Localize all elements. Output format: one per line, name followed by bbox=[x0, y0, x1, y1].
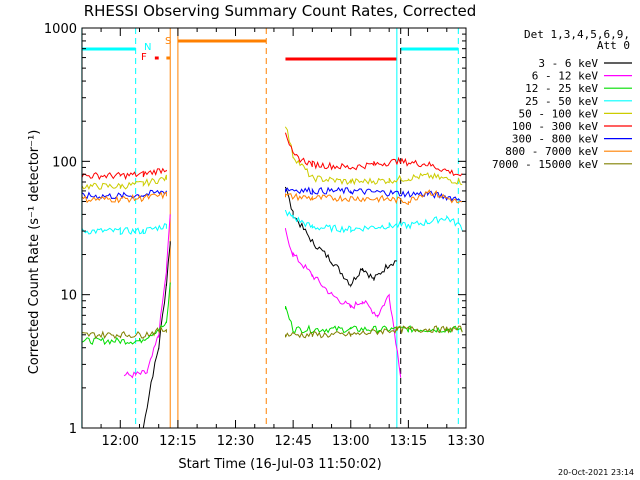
series-line bbox=[81, 210, 463, 235]
x-tick-label: 12:30 bbox=[217, 434, 254, 449]
y-axis-label: Corrected Count Rate (s⁻¹ detector⁻¹) bbox=[27, 130, 42, 375]
series-layer bbox=[81, 126, 463, 429]
state-bars-layer bbox=[81, 39, 459, 61]
series-line bbox=[81, 189, 463, 206]
x-tick-label: 13:30 bbox=[447, 434, 484, 449]
footer-timestamp: 20-Oct-2021 23:14 bbox=[558, 468, 634, 477]
series-line bbox=[142, 186, 397, 429]
chart-title: RHESSI Observing Summary Count Rates, Co… bbox=[84, 2, 477, 20]
x-axis: 12:00 12:15 12:30 12:45 13:00 13:15 13:30 bbox=[100, 28, 485, 449]
legend-label: 3 - 6 keV bbox=[538, 57, 598, 70]
flag-label: S bbox=[165, 36, 171, 47]
legend-header: Att 0 bbox=[597, 39, 630, 52]
legend-label: 800 - 7000 keV bbox=[505, 145, 598, 158]
series-line bbox=[81, 186, 463, 203]
x-tick-label: 12:00 bbox=[102, 434, 139, 449]
y-tick-label: 1000 bbox=[44, 22, 77, 37]
series-line bbox=[123, 214, 402, 379]
legend-label: 100 - 300 keV bbox=[512, 120, 598, 133]
x-axis-label: Start Time (16-Jul-03 11:50:02) bbox=[178, 457, 381, 472]
x-tick-label: 12:45 bbox=[274, 434, 311, 449]
plot-frame bbox=[81, 27, 467, 429]
x-tick-label: 12:15 bbox=[159, 434, 196, 449]
series-line bbox=[81, 282, 463, 346]
series-line bbox=[81, 126, 463, 191]
flags-layer: NF S bbox=[141, 36, 171, 63]
legend-label: 12 - 25 keV bbox=[525, 82, 598, 95]
legend-label: 50 - 100 keV bbox=[519, 107, 599, 120]
x-tick-label: 13:00 bbox=[332, 434, 369, 449]
y-tick-label: 1 bbox=[69, 422, 77, 437]
legend-label: 7000 - 15000 keV bbox=[492, 158, 598, 171]
y-tick-label: 10 bbox=[60, 289, 77, 304]
legend-label: 6 - 12 keV bbox=[532, 70, 599, 83]
y-tick-label: 100 bbox=[52, 155, 77, 170]
legend-label: 25 - 50 keV bbox=[525, 95, 598, 108]
vlines-layer bbox=[81, 28, 459, 428]
flag-label: F bbox=[141, 52, 147, 63]
legend-header: Det 1,3,4,5,6,9, bbox=[524, 28, 630, 41]
series-line bbox=[81, 325, 463, 340]
y-axis: 1 10 100 1000 bbox=[44, 22, 466, 437]
x-tick-label: 13:15 bbox=[390, 434, 427, 449]
flag-label: N bbox=[144, 42, 151, 53]
series-line bbox=[81, 132, 463, 181]
legend-label: 300 - 800 keV bbox=[512, 133, 598, 146]
